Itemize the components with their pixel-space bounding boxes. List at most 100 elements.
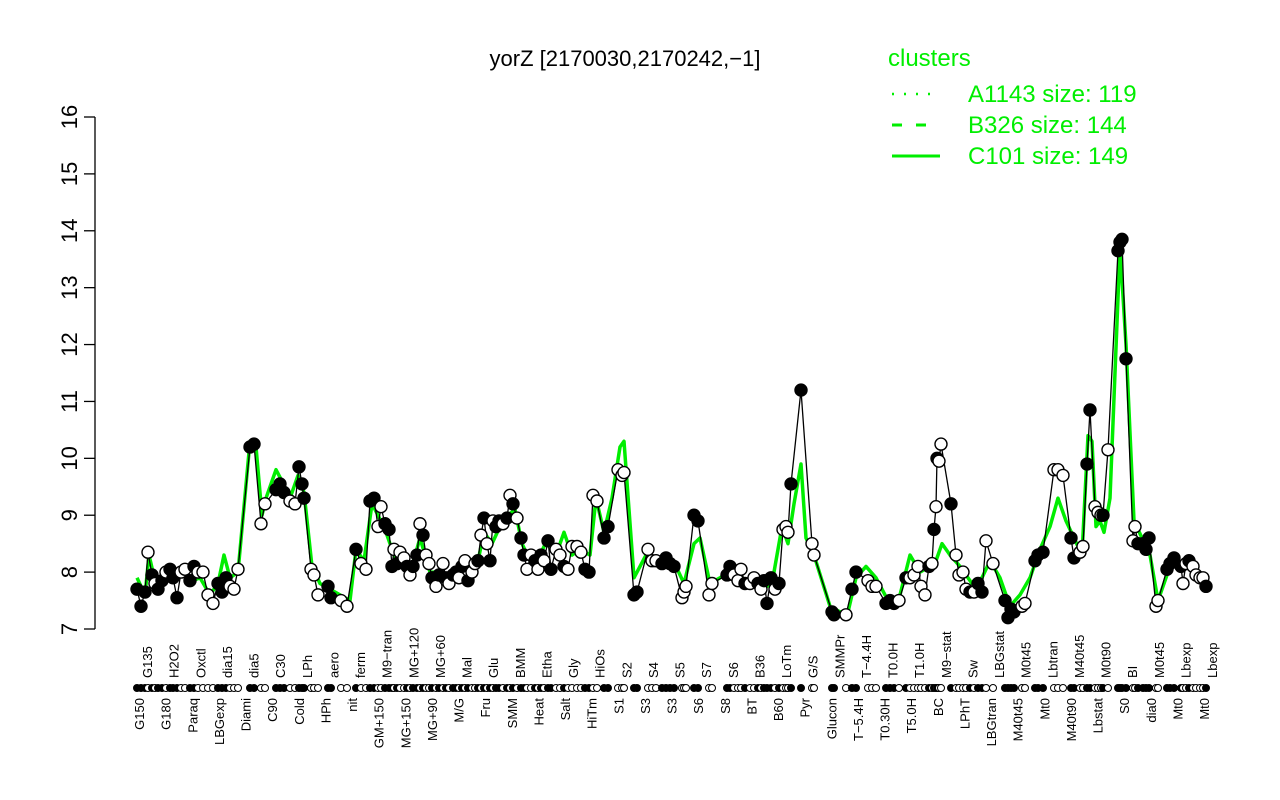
x-tick-label: aero — [326, 652, 341, 678]
x-tick-label: C90 — [265, 698, 280, 722]
data-point — [247, 437, 261, 451]
x-tick-label: dia0 — [1144, 698, 1159, 723]
data-point — [138, 585, 152, 599]
x-tick-label: M0t45 — [1019, 642, 1034, 678]
x-tick-label: M0t45 — [1152, 642, 1167, 678]
x-tick-label: B36 — [752, 655, 767, 678]
data-point — [429, 579, 443, 594]
x-tick-label: M40t45 — [1072, 635, 1087, 678]
data-point — [561, 562, 575, 576]
data-point — [311, 588, 325, 602]
x-tick-label: Etha — [539, 650, 554, 678]
data-point — [805, 536, 819, 551]
x-labels-top: G135 H2O2 Oxctl dia15 dia5 C30 LPh aero ferm M9−t… — [140, 628, 1220, 678]
x-tick-label: S5 — [673, 662, 688, 678]
data-point — [514, 531, 528, 545]
data-point — [617, 465, 631, 480]
x-tick-label: S1 — [611, 698, 626, 714]
data-point — [597, 531, 611, 545]
x-tick-label: S6 — [726, 662, 741, 678]
x-tick-label: G135 — [140, 646, 155, 678]
data-point — [374, 499, 388, 514]
x-tick-label: Lbexp — [1178, 643, 1193, 678]
data-point — [254, 517, 268, 531]
data-point — [422, 556, 436, 571]
data-point — [1119, 352, 1133, 366]
x-tick-label: M40t90 — [1064, 698, 1079, 741]
x-tick-label: T1.0H — [912, 643, 927, 678]
x-tick-label: MG+120 — [406, 628, 421, 678]
data-point — [827, 608, 841, 622]
data-point — [537, 554, 551, 568]
data-point — [297, 491, 311, 505]
data-point — [667, 559, 681, 574]
data-point — [227, 582, 241, 596]
data-point — [382, 522, 396, 537]
data-point — [582, 565, 596, 579]
x-tick-label: S4 — [646, 662, 661, 678]
data-point — [1096, 508, 1110, 522]
x-tick-label: BI — [1125, 666, 1140, 678]
data-point — [760, 596, 774, 611]
x-tick-label: LBGtran — [984, 698, 999, 746]
data-point — [258, 497, 272, 511]
data-point — [918, 588, 932, 602]
x-tick-label: Glucon — [824, 698, 839, 739]
x-tick-label: T0.0H — [886, 643, 901, 678]
x-tick-label: M/G — [452, 698, 467, 723]
x-tick-label: MG+90 — [425, 698, 440, 741]
data-point — [1128, 519, 1142, 534]
data-point — [691, 514, 705, 528]
x-tick-label: Heat — [531, 698, 546, 726]
x-tick-label: T0.30H — [878, 698, 893, 741]
x-tick-label: M40t45 — [1011, 698, 1026, 741]
y-tick-label: 13 — [57, 275, 82, 299]
data-point — [807, 548, 821, 562]
data-point — [927, 522, 941, 537]
y-tick-label: 8 — [57, 566, 82, 578]
x-tick-label: Mt0 — [1037, 698, 1052, 720]
x-tick-label: Sw — [965, 659, 980, 678]
data-point — [480, 536, 494, 551]
data-point — [206, 596, 220, 611]
data-point — [641, 542, 655, 557]
data-point — [1176, 576, 1190, 591]
data-point — [1101, 443, 1115, 457]
x-rug — [133, 684, 1210, 692]
x-tick-label: dia5 — [247, 653, 262, 678]
data-point — [183, 573, 197, 588]
data-point — [196, 565, 210, 579]
data-point — [506, 497, 520, 511]
data-point — [292, 460, 306, 474]
legend: clusters A1143 size: 119 B326 size: 144 … — [888, 45, 1137, 170]
x-tick-label: S6 — [691, 698, 706, 714]
x-tick-label: G/S — [806, 655, 821, 678]
data-point — [141, 545, 155, 559]
data-point — [1151, 593, 1165, 608]
x-labels-bottom: G150 G180 Paraq LBGexp Diami C90 Cold HPh nit GM+… — [132, 697, 1212, 748]
data-point — [956, 565, 970, 579]
x-tick-label: Diami — [239, 698, 254, 731]
x-tick-label: BT — [744, 698, 759, 715]
data-point — [892, 593, 906, 608]
data-point — [630, 585, 644, 599]
x-tick-label: M9−tran — [380, 630, 395, 678]
data-point — [170, 591, 184, 605]
x-tick-label: Lbexp — [1205, 643, 1220, 678]
x-tick-label: M9−stat — [939, 631, 954, 678]
data-point — [416, 528, 430, 542]
x-tick-label: Lbtran — [1045, 641, 1060, 678]
x-tick-label: MG+150 — [398, 698, 413, 748]
data-point — [772, 576, 786, 591]
x-tick-label: GM+150 — [372, 698, 387, 748]
data-point — [601, 519, 615, 534]
x-tick-label: Glu — [486, 658, 501, 678]
x-tick-label: HiTm — [585, 698, 600, 729]
x-tick-label: HiOs — [593, 649, 608, 678]
data-point — [544, 562, 558, 576]
data-point — [869, 579, 883, 594]
data-point — [1036, 545, 1050, 559]
x-tick-label: C30 — [273, 654, 288, 678]
x-tick-label: LoTm — [779, 645, 794, 678]
x-tick-label: Mt0 — [1197, 698, 1212, 720]
